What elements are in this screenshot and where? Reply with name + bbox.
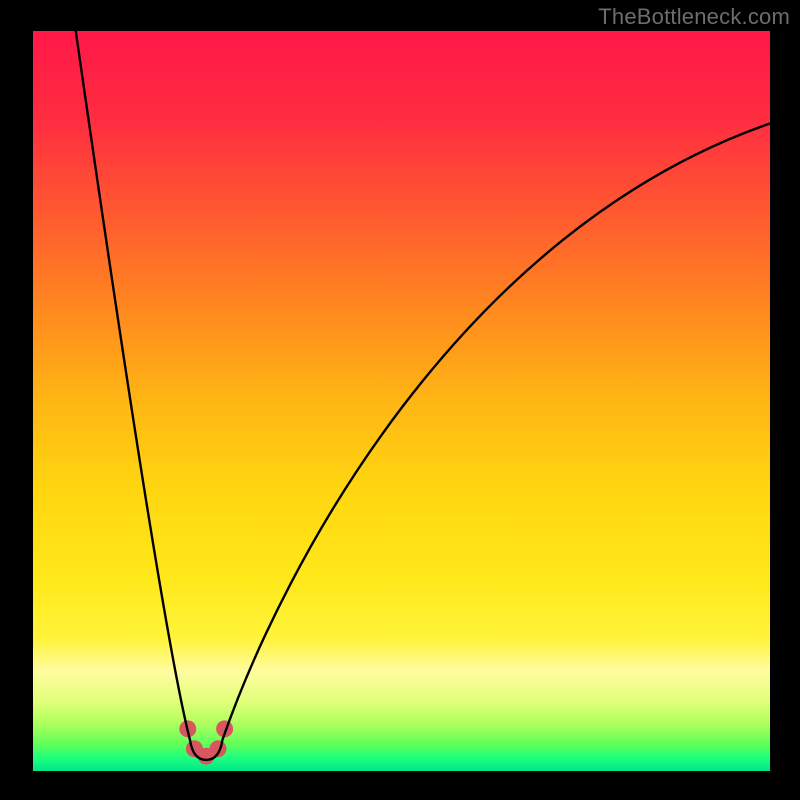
chart-background (33, 31, 770, 771)
bottleneck-chart (33, 31, 770, 771)
watermark-text: TheBottleneck.com (598, 4, 790, 30)
plot-frame (33, 31, 770, 771)
stage: TheBottleneck.com (0, 0, 800, 800)
